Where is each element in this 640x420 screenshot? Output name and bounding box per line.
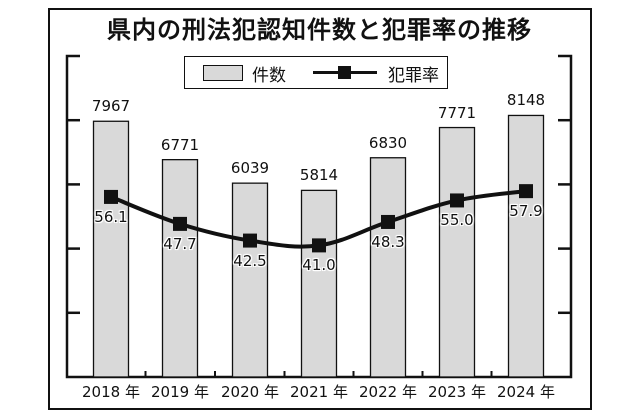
x-axis-label: 2019 年 [151,383,209,401]
rate-value-label: 47.7 [163,234,197,253]
bar [161,159,199,378]
x-axis-label: 2024 年 [497,383,555,401]
rate-marker [243,233,257,248]
rate-markers [104,184,533,253]
bar [369,157,407,378]
bar-value-label: 6771 [160,135,200,154]
bar [92,120,130,378]
legend-bar-label: 件数 [252,66,286,86]
x-axis-label: 2023 年 [428,383,486,401]
legend-bar-swatch [203,65,243,81]
rate-marker [381,214,395,229]
bars [92,114,545,378]
bar-value-label: 8148 [506,91,546,110]
bar-value-label: 5814 [299,166,339,185]
rate-marker [104,189,118,204]
chart-frame [48,8,592,410]
rate-marker [450,193,464,208]
x-ticks [144,371,493,377]
x-axis-label: 2021 年 [290,383,348,401]
rate-marker [173,216,187,231]
legend-line-label: 犯罪率 [388,66,439,86]
bar [438,126,476,378]
rate-value-label: 48.3 [371,232,405,251]
bar-value-label: 7967 [91,97,131,116]
rate-marker [519,184,533,199]
legend: 件数 犯罪率 [184,56,448,89]
rate-value-label: 55.0 [440,211,474,230]
x-axis-label: 2022 年 [359,383,417,401]
x-axis-label: 2020 年 [221,383,279,401]
bar [300,189,338,378]
chart-title: 県内の刑法犯認知件数と犯罪率の推移 [107,16,532,44]
rate-value-label: 57.9 [509,202,543,221]
bar-value-label: 6039 [230,159,270,178]
rate-marker [312,238,326,253]
bar-value-label: 7771 [437,103,477,122]
rate-value-label: 42.5 [233,251,267,270]
x-axis-label: 2018 年 [82,383,140,401]
rate-value-label: 56.1 [94,207,128,226]
legend-line-marker [338,66,351,79]
bar [231,182,269,378]
bar-value-label: 6830 [368,133,408,152]
rate-value-label: 41.0 [302,256,336,275]
bar [507,114,545,378]
